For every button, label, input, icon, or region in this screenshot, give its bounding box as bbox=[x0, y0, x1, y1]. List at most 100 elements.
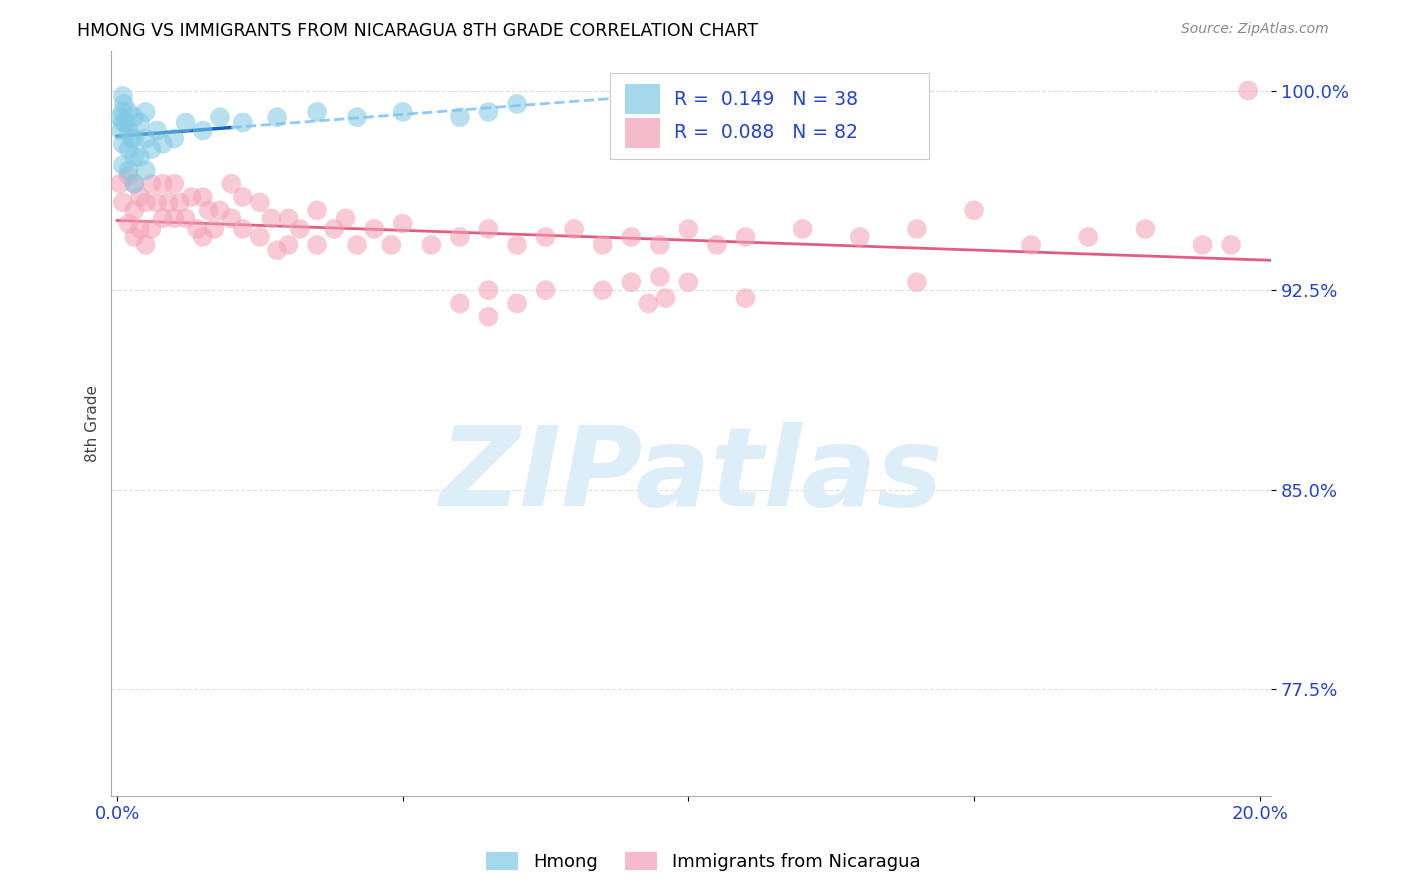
Point bbox=[208, 203, 231, 218]
Point bbox=[734, 291, 756, 305]
Point bbox=[108, 110, 131, 124]
Point bbox=[120, 131, 142, 145]
Point bbox=[477, 310, 499, 324]
Point bbox=[637, 296, 659, 310]
Point bbox=[135, 163, 157, 178]
Text: R =  0.088   N = 82: R = 0.088 N = 82 bbox=[673, 123, 858, 142]
Point bbox=[346, 110, 368, 124]
Point bbox=[420, 238, 443, 252]
Point bbox=[163, 131, 186, 145]
Point bbox=[180, 190, 202, 204]
Point bbox=[346, 238, 368, 252]
Point bbox=[221, 211, 243, 226]
Point bbox=[122, 203, 145, 218]
Point bbox=[111, 115, 134, 129]
Point bbox=[129, 222, 152, 236]
Point bbox=[323, 222, 346, 236]
Point bbox=[477, 222, 499, 236]
Point bbox=[122, 177, 145, 191]
Point bbox=[1019, 238, 1042, 252]
Point bbox=[592, 283, 614, 297]
Text: ZIPatlas: ZIPatlas bbox=[440, 422, 943, 529]
Point bbox=[620, 275, 643, 289]
Point bbox=[117, 123, 139, 137]
Point bbox=[117, 217, 139, 231]
Point bbox=[108, 177, 131, 191]
Point bbox=[232, 115, 254, 129]
Point bbox=[277, 238, 299, 252]
Point bbox=[146, 195, 169, 210]
Point bbox=[191, 230, 214, 244]
Point bbox=[221, 177, 243, 191]
Point bbox=[449, 296, 471, 310]
Point bbox=[129, 115, 152, 129]
Point bbox=[174, 115, 197, 129]
Point bbox=[129, 190, 152, 204]
Bar bbox=[626, 118, 659, 147]
Point bbox=[963, 203, 986, 218]
Point bbox=[562, 222, 585, 236]
Point bbox=[654, 291, 676, 305]
Point bbox=[277, 211, 299, 226]
Point bbox=[135, 131, 157, 145]
Point bbox=[734, 230, 756, 244]
Point bbox=[169, 195, 191, 210]
Point bbox=[157, 195, 180, 210]
Point bbox=[849, 230, 872, 244]
Point bbox=[391, 104, 413, 119]
Point bbox=[1237, 84, 1260, 98]
Point bbox=[648, 269, 671, 284]
Point bbox=[1135, 222, 1157, 236]
Point bbox=[592, 238, 614, 252]
Point bbox=[197, 203, 219, 218]
Point bbox=[129, 150, 152, 164]
Y-axis label: 8th Grade: 8th Grade bbox=[86, 384, 100, 462]
Point bbox=[534, 283, 557, 297]
Point bbox=[792, 222, 814, 236]
Bar bbox=[626, 84, 659, 114]
Point bbox=[163, 177, 186, 191]
Point bbox=[110, 123, 132, 137]
Point bbox=[648, 238, 671, 252]
Point bbox=[202, 222, 225, 236]
Point bbox=[266, 244, 288, 258]
FancyBboxPatch shape bbox=[610, 73, 929, 159]
Point bbox=[307, 104, 329, 119]
Point bbox=[163, 211, 186, 226]
Point bbox=[141, 142, 163, 156]
Point bbox=[122, 230, 145, 244]
Point bbox=[152, 177, 174, 191]
Point bbox=[678, 275, 700, 289]
Point bbox=[117, 163, 139, 178]
Point bbox=[111, 89, 134, 103]
Point bbox=[191, 123, 214, 137]
Point bbox=[191, 190, 214, 204]
Point bbox=[905, 222, 928, 236]
Point bbox=[363, 222, 385, 236]
Point bbox=[905, 275, 928, 289]
Point bbox=[506, 96, 529, 111]
Point bbox=[112, 96, 135, 111]
Point bbox=[141, 177, 163, 191]
Point bbox=[122, 110, 145, 124]
Point bbox=[122, 150, 145, 164]
Point bbox=[186, 222, 208, 236]
Point bbox=[135, 195, 157, 210]
Point bbox=[114, 115, 136, 129]
Text: HMONG VS IMMIGRANTS FROM NICARAGUA 8TH GRADE CORRELATION CHART: HMONG VS IMMIGRANTS FROM NICARAGUA 8TH G… bbox=[77, 22, 758, 40]
Point bbox=[111, 158, 134, 172]
Point bbox=[678, 222, 700, 236]
Point bbox=[152, 211, 174, 226]
Point bbox=[380, 238, 402, 252]
Point bbox=[1191, 238, 1213, 252]
Legend: Hmong, Immigrants from Nicaragua: Hmong, Immigrants from Nicaragua bbox=[478, 845, 928, 879]
Point bbox=[152, 136, 174, 151]
Point bbox=[620, 230, 643, 244]
Text: Source: ZipAtlas.com: Source: ZipAtlas.com bbox=[1181, 22, 1329, 37]
Point bbox=[117, 169, 139, 183]
Point bbox=[506, 296, 529, 310]
Point bbox=[141, 222, 163, 236]
Point bbox=[477, 283, 499, 297]
Point bbox=[135, 238, 157, 252]
Point bbox=[335, 211, 357, 226]
